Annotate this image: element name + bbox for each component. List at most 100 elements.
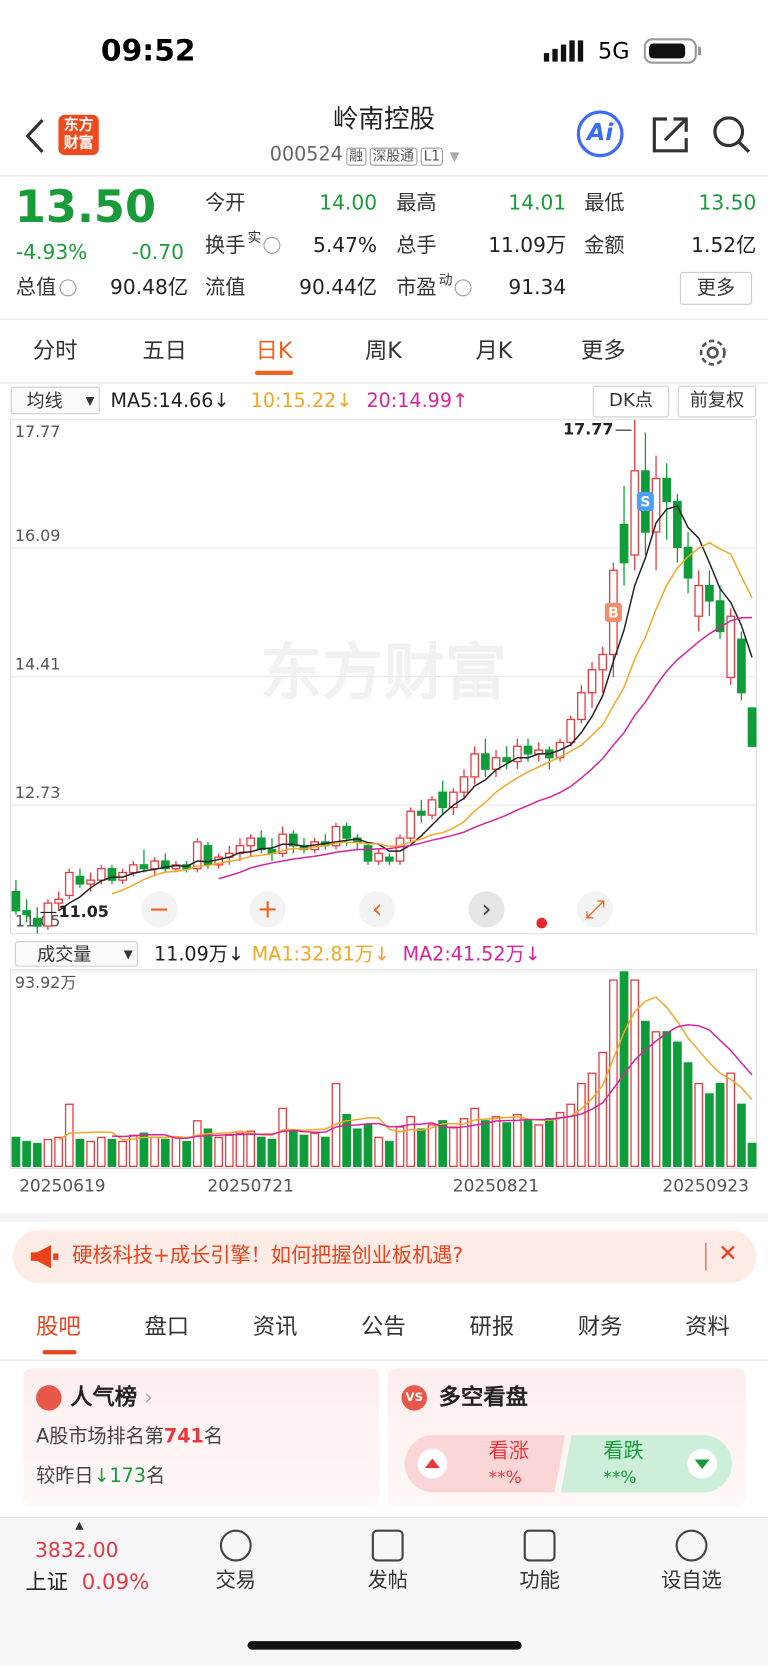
volume-bar (182, 1140, 191, 1167)
candle-body (598, 653, 608, 671)
index-value[interactable]: 3832.00 (35, 1539, 119, 1563)
change-suffix: 名 (146, 1464, 166, 1488)
candle-body (43, 902, 53, 927)
logo-text: 东方财富 (63, 116, 94, 152)
field-sup: 动 (438, 272, 453, 289)
volume-bar (545, 1118, 554, 1167)
candle-body (726, 615, 736, 679)
info-tab[interactable]: 公告 (361, 1313, 406, 1340)
volume-bar (224, 1134, 234, 1167)
volume-bar (139, 1132, 149, 1167)
banner-close[interactable]: ✕ (718, 1240, 738, 1268)
stock-code-row: 000524 融深股通 L1 ▼ (269, 143, 460, 166)
bottom-icon[interactable] (219, 1529, 252, 1562)
info-tab[interactable]: 资讯 (252, 1313, 298, 1340)
volume-bar (256, 1136, 266, 1167)
chart-control[interactable] (359, 891, 396, 928)
field-label: 最低 (584, 191, 625, 215)
candle-body (192, 841, 202, 870)
field-value: 11.09万 (488, 233, 567, 258)
volume-frame (10, 969, 757, 1169)
info-tab[interactable]: 资料 (685, 1313, 730, 1340)
candle-body (86, 879, 95, 885)
bottom-label[interactable]: 发帖 (367, 1568, 408, 1593)
index-change: 0.09% (81, 1568, 150, 1595)
info-tab[interactable]: 盘口 (144, 1313, 190, 1340)
trade-mark (636, 491, 654, 512)
volume-ma1: MA1:32.81万↓ (251, 943, 390, 966)
stock-name: 岭南控股 (333, 104, 435, 134)
candle-body (288, 833, 298, 847)
candle-body (747, 707, 757, 747)
bull-label[interactable]: 看涨 (488, 1439, 530, 1463)
chart-control[interactable] (468, 891, 505, 928)
back-button[interactable] (21, 117, 49, 155)
chart-control[interactable] (576, 891, 613, 928)
chart-control[interactable] (141, 891, 178, 928)
volume-bar (352, 1128, 362, 1167)
period-tab[interactable]: 更多 (581, 337, 626, 364)
tag: 深股通 (369, 147, 418, 166)
volume-ma1-line (58, 996, 753, 1141)
low-label: 11.05 (59, 902, 109, 921)
period-tab[interactable]: 五日 (142, 337, 187, 364)
period-tab[interactable]: 周K (364, 337, 402, 364)
volume-bar (566, 1103, 576, 1167)
more-button[interactable]: 更多 (679, 271, 753, 305)
change-pct: -4.93% (15, 241, 88, 265)
period-tab[interactable]: 分时 (32, 337, 78, 364)
ma5-line (58, 505, 753, 912)
banner[interactable] (12, 1230, 757, 1284)
y-tick-label: 14.41 (15, 654, 61, 673)
adjust-button[interactable]: 前复权 (677, 385, 757, 418)
y-tick-label: 12.73 (15, 783, 61, 802)
field-value: 13.50 (698, 191, 757, 215)
field-label: 流值 (205, 276, 246, 300)
bottom-icon[interactable] (675, 1529, 708, 1562)
search-button[interactable] (712, 115, 752, 155)
field-label: 今开 (205, 191, 246, 215)
candle-body (22, 910, 31, 916)
settings-button[interactable] (697, 337, 729, 369)
field-value: 14.01 (508, 191, 567, 215)
change: -0.70 (131, 241, 184, 265)
ai-button[interactable]: Ai (576, 110, 624, 158)
candle-body (406, 810, 416, 839)
volume-selector-label: 成交量 (37, 944, 92, 966)
bottom-label[interactable]: 交易 (215, 1568, 256, 1593)
volume-selector[interactable]: 成交量 ▼ (14, 941, 139, 967)
field-value: 5.47% (312, 233, 378, 258)
dk-button[interactable]: DK点 (592, 385, 670, 418)
info-icon (454, 279, 472, 297)
candle-body (662, 477, 672, 503)
candle-body (54, 898, 63, 904)
bottom-label[interactable]: 设自选 (661, 1568, 722, 1593)
field-label: 换手 (205, 233, 246, 258)
candle-body (577, 692, 586, 721)
volume-bar (459, 1118, 469, 1167)
tab-underline (254, 370, 294, 375)
volume-bar (32, 1142, 42, 1167)
share-button[interactable] (650, 115, 690, 155)
ma-selector[interactable]: 均线 ▼ (10, 386, 100, 415)
rank-suffix: 名 (203, 1425, 223, 1448)
volume-bar (246, 1130, 255, 1167)
candle-body (705, 584, 714, 602)
popularity-card[interactable] (23, 1368, 380, 1507)
info-tab[interactable]: 研报 (469, 1313, 515, 1340)
bottom-icon[interactable] (371, 1529, 404, 1562)
volume-bar (96, 1136, 106, 1167)
bottom-icon[interactable] (523, 1529, 556, 1562)
bear-label[interactable]: 看跌 (603, 1439, 644, 1463)
bottom-label[interactable]: 功能 (519, 1568, 560, 1593)
banner-divider (705, 1242, 707, 1271)
period-tab[interactable]: 月K (475, 337, 513, 364)
volume-bar (288, 1130, 298, 1167)
volume-bar (299, 1134, 309, 1167)
home-indicator (247, 1641, 522, 1650)
info-tab[interactable]: 财务 (577, 1313, 623, 1340)
period-tab[interactable]: 日K (255, 337, 293, 364)
chart-control[interactable] (249, 891, 286, 928)
volume-bar (694, 1082, 704, 1167)
info-tab[interactable]: 股吧 (36, 1313, 81, 1340)
